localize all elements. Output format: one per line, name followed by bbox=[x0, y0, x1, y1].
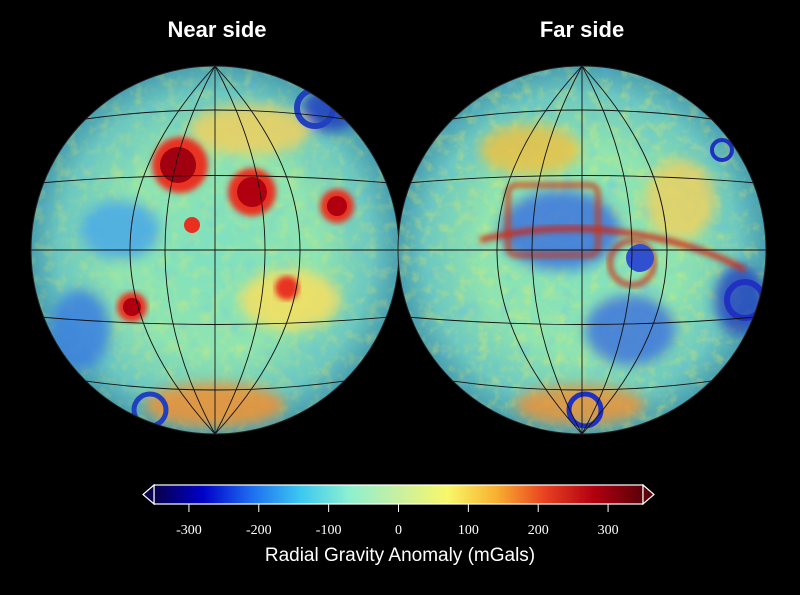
colorbar-tick-label: 200 bbox=[528, 523, 549, 538]
far-side-ring-anomalies bbox=[479, 138, 766, 429]
colorbar-title: Radial Gravity Anomaly (mGals) bbox=[264, 545, 536, 566]
colorbar-tick-label: -300 bbox=[176, 523, 202, 538]
near-side-title: Near side bbox=[167, 17, 267, 42]
colorbar-max-arrow bbox=[642, 483, 655, 506]
colorbar: -300 -200 -100 0 100 200 300 bbox=[142, 483, 655, 538]
far-side-title: Far side bbox=[539, 17, 625, 42]
colorbar-tick-label: 0 bbox=[395, 523, 402, 538]
colorbar-tick-label: -200 bbox=[246, 523, 272, 538]
colorbar-tick-label: 300 bbox=[598, 523, 619, 538]
colorbar-tick-label: -100 bbox=[316, 523, 342, 538]
near-side-globe bbox=[30, 65, 400, 435]
colorbar-tick-label: 100 bbox=[458, 523, 479, 538]
colorbar-min-arrow bbox=[142, 483, 155, 506]
far-graticule bbox=[398, 66, 766, 434]
colorbar-gradient bbox=[153, 484, 644, 505]
near-graticule bbox=[31, 66, 399, 434]
far-side-globe bbox=[397, 65, 767, 435]
